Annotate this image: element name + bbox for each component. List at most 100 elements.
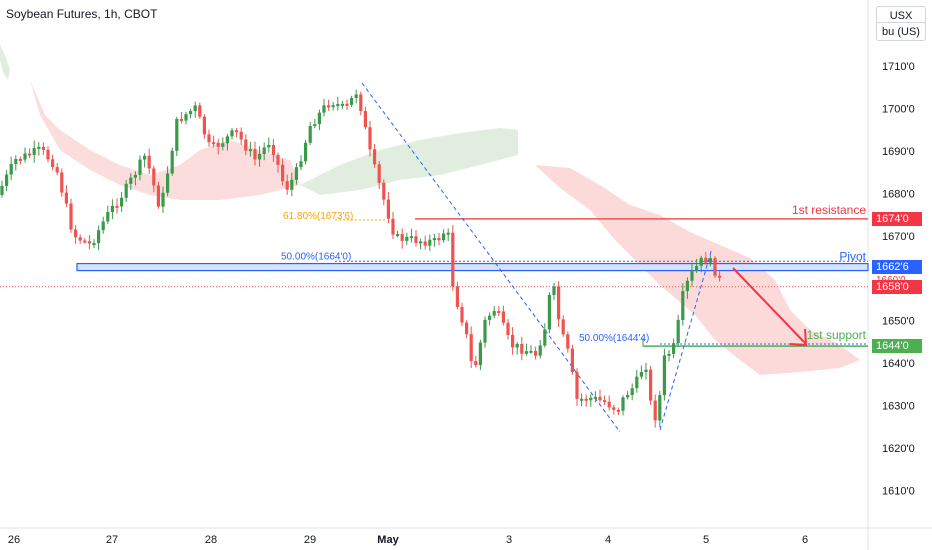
candle-body [101,221,105,231]
candle-body [658,395,662,421]
price-axis-tag: 1674'0 [872,211,922,226]
candle-body [331,105,335,108]
candle-body [580,398,584,401]
candle-body [455,286,459,307]
candle-body [198,105,202,117]
candle-body [639,372,643,377]
candle-body [405,236,409,241]
candle-body [529,350,533,353]
candle-body [501,311,505,323]
candle-body [340,103,344,106]
candle-body [488,315,492,320]
candle-body [0,185,4,195]
candle-body [216,142,220,147]
candle-body [115,205,119,208]
candle-body [285,181,289,190]
candle-body [492,311,496,316]
candle-body [584,398,588,401]
level-label-resistance: 1st resistance [792,203,866,217]
candle-body [363,111,367,128]
candle-body [561,319,565,335]
candle-body [138,159,142,175]
fib-label-50-a: 50.00%(1664'0) [281,251,351,262]
candle-body [156,185,160,207]
candle-body [442,233,446,241]
candle-body [244,139,248,151]
candle-body [704,257,708,263]
ichimoku-cloud-green-edge [0,45,10,80]
candle-body [170,150,174,174]
candle-body [74,229,78,238]
candle-body [23,153,27,160]
candle-body [28,153,32,156]
candle-body [414,236,418,243]
candle-body [106,212,110,222]
candle-body [166,173,170,193]
candle-body [336,104,340,107]
candle-body [575,372,579,399]
candle-body [207,134,211,143]
candle-body [446,232,450,235]
candle-body [400,234,404,241]
candle-body [497,311,501,314]
candle-body [143,155,147,160]
chart-title: Soybean Futures, 1h, CBOT [6,7,158,21]
candle-body [612,407,616,410]
candle-body [626,395,630,398]
candle-body [253,149,257,160]
candle-body [653,400,657,421]
candle-body [248,149,252,152]
candle-body [152,168,156,186]
x-tick-label: 4 [605,534,611,546]
candle-body [327,105,331,108]
candle-body [676,319,680,344]
candle-body [570,348,574,373]
candle-body [133,174,137,178]
candle-body [281,164,285,182]
candle-body [511,334,515,348]
candle-body [699,257,703,266]
y-tick-label: 1610'0 [882,486,915,498]
candle-body [695,265,699,271]
candle-body [386,199,390,219]
candle-body [672,343,676,354]
candle-body [271,145,275,155]
candle-body [262,147,266,154]
candle-body [308,125,312,143]
candle-body [681,291,685,320]
candle-body [92,243,96,246]
candle-body [294,167,298,180]
candle-body [179,118,183,121]
candle-body [55,167,59,173]
candle-body [644,369,648,373]
candle-body [230,130,234,137]
y-tick-label: 1620'0 [882,443,915,455]
candle-body [598,396,602,401]
fib-label-50-b: 50.00%(1644'4) [579,333,649,344]
candle-body [51,159,55,168]
candle-body [547,294,551,330]
candle-body [708,258,712,263]
x-tick-label: 26 [8,534,20,546]
y-tick-label: 1670'0 [882,231,915,243]
candle-body [718,275,722,278]
unit-selector[interactable]: bu (US) [876,22,926,41]
candle-body [428,239,432,246]
candle-body [460,306,464,323]
candle-body [18,158,22,161]
candle-body [350,97,354,105]
candle-body [193,105,197,112]
candle-body [267,145,271,148]
candle-body [304,142,308,162]
candle-body [69,203,73,230]
candle-body [396,234,400,237]
candle-body [465,322,469,335]
candle-body [419,241,423,244]
y-tick-label: 1630'0 [882,401,915,413]
y-tick-label: 1700'0 [882,103,915,115]
candle-body [391,218,395,235]
candle-body [566,334,570,349]
x-tick-label: 28 [205,534,217,546]
candle-body [377,164,381,183]
